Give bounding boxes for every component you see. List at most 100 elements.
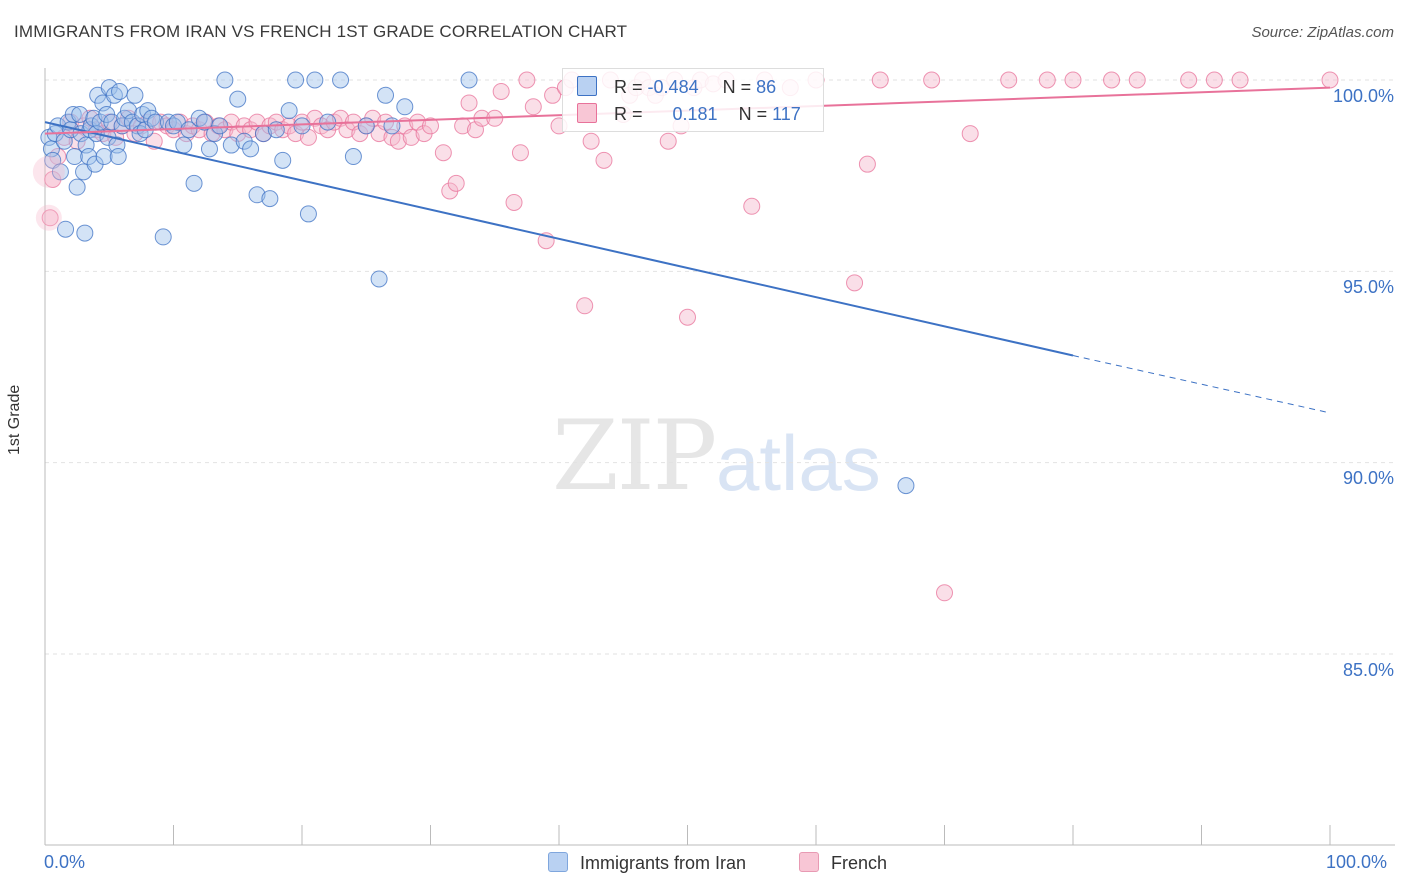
iran-point [280, 102, 298, 120]
n-value-blue: 86 [756, 77, 777, 97]
iran-point [897, 477, 915, 495]
iran-trendline [44, 121, 1074, 357]
french-point [422, 117, 439, 135]
iran-point [95, 148, 113, 166]
french-point [518, 71, 536, 89]
legend-label-french: French [831, 853, 888, 873]
french-point [1000, 71, 1018, 89]
french-point [1128, 71, 1146, 89]
r-label-pink: R = [614, 104, 643, 124]
french-point [505, 193, 523, 211]
iran-point [370, 270, 388, 288]
iran-point [248, 186, 266, 204]
iran-point [71, 105, 89, 123]
french-point [1103, 71, 1121, 89]
french-point [1064, 71, 1082, 89]
iran-point [287, 71, 305, 89]
iran-point [66, 148, 84, 166]
iran-point [319, 113, 337, 131]
iran-point [344, 148, 362, 166]
french-point [846, 274, 864, 292]
french-point [460, 94, 478, 112]
n-label-pink: N = [738, 104, 768, 124]
iran-point [64, 105, 82, 123]
r-value-pink: 0.181 [672, 104, 718, 124]
french-point [923, 71, 941, 89]
french-point [402, 128, 420, 146]
r-label-blue: R = [614, 77, 643, 97]
iran-point [51, 163, 69, 181]
french-point [595, 151, 613, 169]
french-point [1038, 71, 1056, 89]
legend-label-iran: Immigrants from Iran [580, 853, 747, 873]
x-tick-0: 0.0% [44, 852, 86, 872]
legend-row-blue: R = -0.484 N = 86 [577, 76, 776, 100]
iran-point [103, 113, 121, 131]
iran-point [332, 71, 350, 89]
french-point [41, 209, 59, 227]
french-point [293, 113, 311, 131]
french-point [511, 144, 529, 162]
french-point [871, 71, 889, 89]
iran-point [111, 82, 129, 100]
french-point [576, 297, 594, 315]
french-point [961, 125, 979, 143]
pink-swatch [577, 103, 597, 123]
chart-title: IMMIGRANTS FROM IRAN VS FRENCH 1ST GRADE… [14, 22, 628, 41]
iran-point [299, 205, 317, 223]
legend-row-pink: R = 0.181 N = 117 [577, 103, 801, 127]
iran-point [126, 86, 144, 104]
iran-point [175, 136, 193, 154]
iran-point [216, 71, 234, 89]
n-value-pink: 117 [772, 104, 801, 124]
french-point [743, 197, 761, 215]
iran-swatch [548, 852, 568, 872]
iran-point [242, 140, 260, 158]
iran-point [154, 228, 172, 246]
iran-point [293, 117, 311, 135]
iran-point [274, 151, 292, 169]
iran-point [200, 140, 218, 158]
iran-point [306, 71, 324, 89]
french-point [389, 132, 407, 150]
french-point [659, 132, 677, 150]
iran-point [120, 102, 138, 120]
iran-point [68, 178, 86, 196]
y-tick-85: 85.0% [1342, 660, 1394, 680]
legend-item-iran: Immigrants from Iran [548, 852, 746, 874]
y-axis-label: 1st Grade [6, 384, 23, 455]
iran-point [377, 86, 395, 104]
french-point [1205, 71, 1223, 89]
french-point [434, 144, 452, 162]
iran-point [460, 71, 478, 89]
french-cluster-point [32, 155, 65, 188]
y-tick-100: 100.0% [1332, 86, 1394, 106]
iran-point [229, 90, 247, 108]
french-point [544, 86, 562, 104]
iran-point [116, 109, 134, 127]
correlation-legend: R = -0.484 N = 86 R = 0.181 N = 117 [562, 68, 824, 132]
y-tick-90: 90.0% [1342, 468, 1394, 488]
iran-point [180, 121, 198, 139]
french-point [1180, 71, 1198, 89]
iran-trendline-extension [1072, 355, 1331, 414]
french-point [936, 584, 953, 602]
n-label-blue: N = [722, 77, 752, 97]
french-point [492, 82, 510, 100]
french-point [679, 308, 696, 326]
y-tick-95: 95.0% [1342, 277, 1394, 297]
iran-point [396, 98, 414, 116]
iran-point [185, 174, 203, 192]
french-point [447, 174, 465, 192]
x-tick-100: 100.0% [1326, 852, 1388, 872]
watermark-zip: ZIP [552, 400, 717, 512]
french-point [1231, 71, 1249, 89]
french-cluster-point [35, 204, 62, 231]
iran-point [222, 136, 240, 154]
iran-point [211, 117, 229, 135]
french-point [524, 98, 542, 116]
french-point [858, 155, 876, 173]
legend-item-french: French [799, 852, 887, 874]
iran-point [76, 224, 94, 242]
